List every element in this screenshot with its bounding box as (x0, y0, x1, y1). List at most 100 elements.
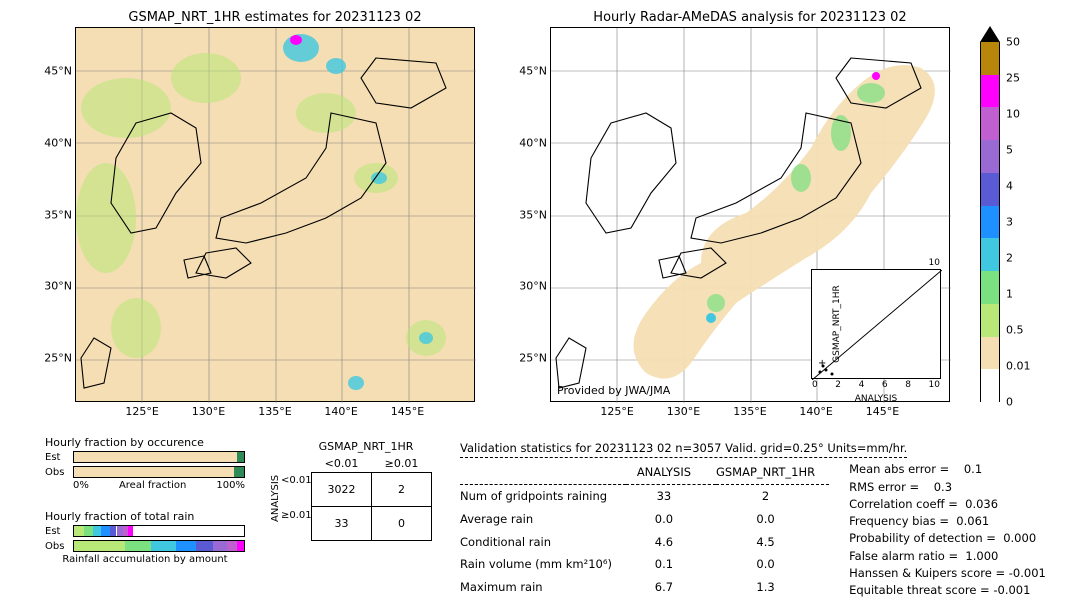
cbar-tick: 1 (1000, 288, 1013, 301)
occurrence-est-row: Est (45, 450, 245, 464)
validation-cell: 33 (626, 485, 716, 508)
cbar-tick: 50 (1000, 36, 1020, 49)
inset-xt2: 4 (859, 380, 865, 390)
cbar-seg (980, 304, 1000, 337)
ltick-x1: 130°E (192, 401, 225, 418)
cbar-tick: 25 (1000, 72, 1020, 85)
ltick-y1: 40°N (44, 136, 76, 149)
validation-cell: 2 (716, 485, 829, 508)
cbar-seg (980, 271, 1000, 304)
validation-metrics: Mean abs error = 0.1 RMS error = 0.3 Cor… (849, 461, 1046, 599)
validation-cell: 0.1 (626, 554, 716, 577)
rtick-x1: 130°E (667, 401, 700, 418)
cbar-tick: 10 (1000, 108, 1020, 121)
totalrain-footer: Rainfall accumulation by amount (45, 554, 245, 565)
vth2: GSMAP_NRT_1HR (716, 461, 829, 484)
validation-cell: 4.5 (716, 531, 829, 554)
cbar-seg (980, 206, 1000, 239)
validation-cell: Rain volume (mm km²10⁶) (460, 554, 626, 577)
cbar-arrow-up-icon (980, 26, 1000, 42)
ltick-y4: 25°N (44, 352, 76, 365)
inset-xt0: 0 (812, 380, 818, 390)
occurrence-obs-label: Obs (45, 467, 73, 478)
occurrence-ax2: 100% (216, 480, 245, 491)
cbar-seg (980, 337, 1000, 370)
vth0 (460, 461, 626, 484)
ctg-00: 3022 (312, 473, 372, 507)
rtick-y4: 25°N (519, 352, 551, 365)
cbar-seg (980, 173, 1000, 206)
ctg-10: 33 (312, 507, 372, 541)
inset-xt4: 8 (905, 380, 911, 390)
occurrence-obs-row: Obs (45, 465, 245, 479)
ltick-y0: 45°N (44, 64, 76, 77)
rtick-y0: 45°N (519, 64, 551, 77)
occurrence-title: Hourly fraction by occurence (45, 436, 245, 449)
validation-cell: Conditional rain (460, 531, 626, 554)
cbar-seg (980, 107, 1000, 140)
rtick-y1: 40°N (519, 136, 551, 149)
left-map-title: GSMAP_NRT_1HR estimates for 20231123 02 (75, 10, 475, 25)
rtick-y3: 30°N (519, 280, 551, 293)
cbar-tick: 0.01 (1000, 360, 1031, 373)
cbar-seg (980, 140, 1000, 173)
validation-cell: 0.0 (716, 554, 829, 577)
ctg-ch0: <0.01 (312, 455, 372, 473)
cbar-tick: 5 (1000, 144, 1013, 157)
inset-xt3: 6 (882, 380, 888, 390)
totalrain-obs-label: Obs (45, 541, 73, 552)
inset-ylabel: GSMAP_NRT_1HR (832, 285, 842, 363)
inset-xt1: 2 (835, 380, 841, 390)
map-attribution: Provided by JWA/JMA (557, 384, 670, 397)
ctg-row-title: ANALYSIS (270, 453, 281, 543)
validation-title: Validation statistics for 20231123 02 n=… (460, 440, 907, 458)
inset-xt5: 10 (928, 380, 939, 390)
validation-cell: 0.0 (716, 508, 829, 531)
ltick-x2: 135°E (258, 401, 291, 418)
occurrence-ax1: Areal fraction (119, 480, 186, 491)
cbar-tick: 2 (1000, 252, 1013, 265)
rtick-x0: 125°E (600, 401, 633, 418)
ctg-01: 2 (372, 473, 432, 507)
cbar-tick: 4 (1000, 180, 1013, 193)
validation-cell: Maximum rain (460, 576, 626, 599)
cbar-seg (980, 238, 1000, 271)
ltick-x3: 140°E (324, 401, 357, 418)
cbar-seg (980, 369, 1000, 402)
rtick-x2: 135°E (733, 401, 766, 418)
svg-text:+: + (818, 358, 826, 369)
inset-ymax: 10 (929, 258, 940, 268)
ltick-x4: 145°E (391, 401, 424, 418)
totalrain-obs-row: Obs (45, 539, 245, 553)
inset-xlabel: ANALYSIS (855, 394, 897, 404)
left-map: 45°N 40°N 35°N 30°N 25°N 125°E 130°E 135… (75, 27, 475, 402)
ctg-11: 0 (372, 507, 432, 541)
cbar-seg (980, 75, 1000, 108)
validation-cell: Average rain (460, 508, 626, 531)
validation-cell: 4.6 (626, 531, 716, 554)
validation-cell: Num of gridpoints raining (460, 485, 626, 508)
inset-scatter: + GSMAP_NRT_1HR ANALYSIS 10 0 2 4 6 8 10 (811, 269, 941, 379)
right-map: 45°N 40°N 35°N 30°N 25°N 125°E 130°E 135… (550, 27, 950, 402)
ctg-rh0: <0.01 (281, 475, 308, 486)
validation-table: ANALYSIS GSMAP_NRT_1HR Num of gridpoints… (460, 461, 829, 599)
ltick-x0: 125°E (125, 401, 158, 418)
totalrain-title: Hourly fraction of total rain (45, 510, 245, 523)
left-map-svg (76, 28, 476, 403)
totalrain-est-label: Est (45, 526, 73, 537)
cbar-seg (980, 42, 1000, 75)
cbar-tick: 0 (1000, 396, 1013, 409)
cbar-tick: 3 (1000, 216, 1013, 229)
right-map-title: Hourly Radar-AMeDAS analysis for 2023112… (550, 10, 950, 25)
rtick-y2: 35°N (519, 208, 551, 221)
ctg-col-title: GSMAP_NRT_1HR (300, 440, 432, 453)
occurrence-ax0: 0% (73, 480, 89, 491)
validation-cell: 1.3 (716, 576, 829, 599)
contingency-table: <0.01≥0.01 30222 330 (311, 455, 432, 542)
colorbar: 502510543210.50.010 (980, 42, 1000, 402)
cbar-tick: 0.5 (1000, 324, 1024, 337)
ctg-ch1: ≥0.01 (372, 455, 432, 473)
ltick-y2: 35°N (44, 208, 76, 221)
vth1: ANALYSIS (626, 461, 716, 484)
ltick-y3: 30°N (44, 280, 76, 293)
